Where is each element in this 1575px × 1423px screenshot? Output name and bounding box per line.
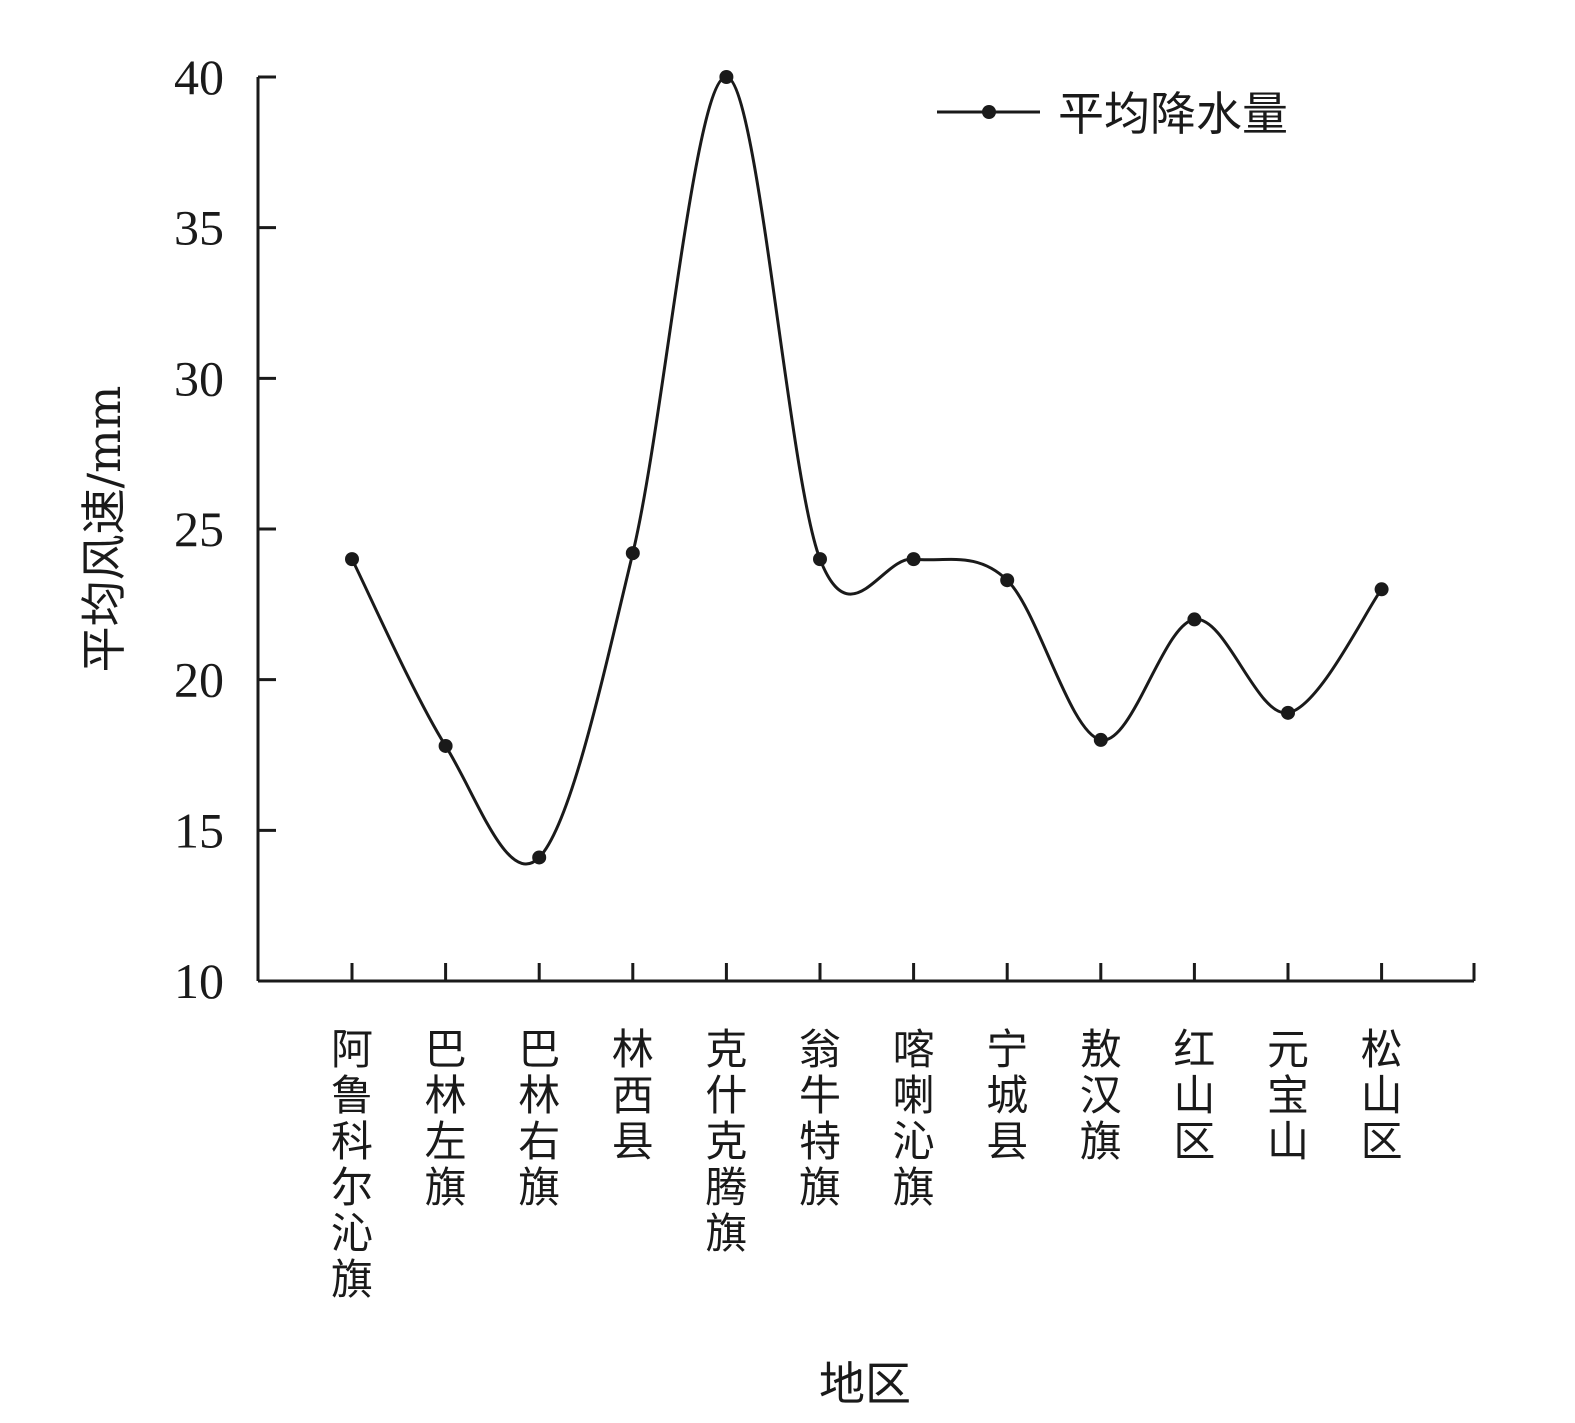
x-tick-label: 敖汉旗 bbox=[1080, 1025, 1122, 1166]
data-point bbox=[532, 850, 547, 865]
y-tick-label: 35 bbox=[174, 200, 224, 256]
x-tick-label: 克什克腾旗 bbox=[705, 1025, 747, 1258]
x-axis-title: 地区 bbox=[819, 1357, 911, 1411]
x-axis: 阿鲁科尔沁旗 巴林左旗 巴林右旗 林西县 克什克腾旗 翁牛特旗 喀喇沁旗 宁城县 敖汉旗 红山区 元… bbox=[258, 963, 1476, 1304]
data-point bbox=[438, 738, 453, 753]
legend: 平均降水量 bbox=[937, 87, 1288, 141]
y-tick-label: 20 bbox=[174, 652, 224, 708]
legend-label: 平均降水量 bbox=[1058, 87, 1288, 141]
y-tick-label: 25 bbox=[174, 501, 224, 557]
series-group bbox=[345, 70, 1389, 866]
x-tick-label: 巴林左旗 bbox=[425, 1025, 467, 1212]
data-point bbox=[1187, 612, 1202, 627]
x-tick-label: 宁城县 bbox=[986, 1025, 1028, 1166]
data-point bbox=[1374, 582, 1389, 597]
data-point bbox=[906, 552, 921, 567]
data-point bbox=[719, 70, 734, 84]
data-point bbox=[1281, 705, 1295, 720]
x-tick-label: 阿鲁科尔沁旗 bbox=[331, 1025, 373, 1304]
y-axis: 10 15 20 25 30 35 40 bbox=[174, 49, 276, 1009]
x-tick-label: 红山区 bbox=[1173, 1025, 1215, 1166]
y-tick-label: 40 bbox=[174, 49, 224, 105]
x-tick-label: 喀喇沁旗 bbox=[893, 1025, 935, 1212]
data-point bbox=[813, 552, 827, 567]
x-tick-label: 巴林右旗 bbox=[518, 1025, 560, 1212]
data-point bbox=[625, 546, 640, 561]
data-point bbox=[1000, 573, 1015, 588]
y-axis-title: 平均风速/mm bbox=[77, 386, 131, 673]
y-tick-label: 15 bbox=[174, 802, 224, 858]
x-tick-label: 元宝山 bbox=[1267, 1025, 1309, 1166]
x-tick-label: 林西县 bbox=[612, 1025, 654, 1166]
y-tick-label: 30 bbox=[174, 350, 224, 406]
y-tick-label: 10 bbox=[174, 953, 224, 1009]
series-line bbox=[350, 75, 1383, 866]
x-tick-label: 松山区 bbox=[1361, 1025, 1403, 1166]
x-tick-label: 翁牛特旗 bbox=[799, 1025, 841, 1212]
data-point bbox=[1093, 732, 1108, 747]
data-point bbox=[345, 552, 359, 567]
legend-marker bbox=[982, 105, 996, 119]
